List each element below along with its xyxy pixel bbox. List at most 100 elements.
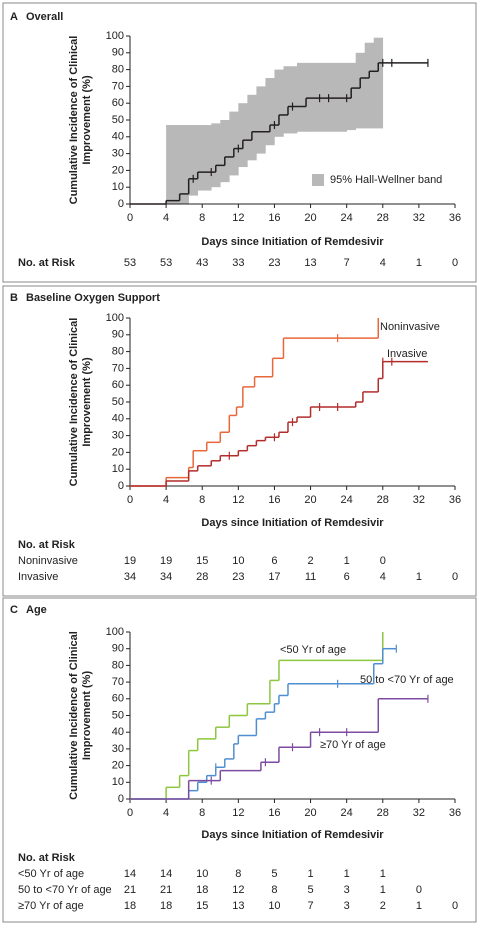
at-risk-count: 18 xyxy=(196,884,208,896)
y-tick-label: 40 xyxy=(112,413,124,425)
at-risk-count: 11 xyxy=(305,571,316,583)
series-label: Noninvasive xyxy=(380,321,440,333)
y-tick-label: 20 xyxy=(112,164,124,176)
x-tick-label: 0 xyxy=(127,212,133,224)
y-tick-label: 0 xyxy=(118,480,124,492)
at-risk-count: 53 xyxy=(124,257,136,269)
y-tick-label: 100 xyxy=(106,312,124,324)
at-risk-row-label: ≥70 Yr of age xyxy=(18,900,84,912)
at-risk-count: 15 xyxy=(196,900,208,912)
y-axis-title: Cumulative Incidence of Clinical xyxy=(68,318,80,487)
at-risk-count: 7 xyxy=(344,257,350,269)
x-tick-label: 8 xyxy=(199,212,205,224)
at-risk-row-label: 50 to <70 Yr of age xyxy=(18,884,112,896)
y-tick-label: 80 xyxy=(112,64,124,76)
y-tick-label: 20 xyxy=(112,446,124,458)
x-tick-label: 4 xyxy=(163,807,169,819)
confidence-band xyxy=(197,125,212,191)
at-risk-count: 4 xyxy=(380,571,386,583)
at-risk-count: 21 xyxy=(160,884,172,896)
y-tick-label: 30 xyxy=(112,148,124,160)
confidence-band xyxy=(283,66,298,134)
y-tick-label: 60 xyxy=(112,379,124,391)
at-risk-count: 0 xyxy=(452,571,458,583)
panel-title: Age xyxy=(26,604,47,616)
y-axis-title: Cumulative Incidence of Clinical xyxy=(68,631,80,800)
x-tick-label: 28 xyxy=(377,212,389,224)
confidence-band xyxy=(265,78,275,146)
y-tick-label: 70 xyxy=(112,676,124,688)
confidence-band xyxy=(373,37,384,129)
x-tick-label: 24 xyxy=(341,494,353,506)
y-tick-label: 30 xyxy=(112,430,124,442)
y-tick-label: 50 xyxy=(112,709,124,721)
y-tick-label: 100 xyxy=(106,626,124,638)
at-risk-count: 17 xyxy=(268,571,280,583)
at-risk-count: 0 xyxy=(452,257,458,269)
x-tick-label: 20 xyxy=(304,807,316,819)
at-risk-row-label: <50 Yr of age xyxy=(18,868,84,880)
x-axis-title: Days since Initiation of Remdesivir xyxy=(201,829,384,841)
at-risk-count: 33 xyxy=(232,257,244,269)
x-tick-label: 4 xyxy=(163,494,169,506)
confidence-band xyxy=(297,62,311,132)
at-risk-count: 3 xyxy=(344,900,350,912)
panel-border xyxy=(2,2,477,283)
x-tick-label: 20 xyxy=(304,212,316,224)
at-risk-title: No. at Risk xyxy=(18,539,76,551)
y-tick-label: 70 xyxy=(112,80,124,92)
at-risk-count: 0 xyxy=(452,900,458,912)
at-risk-count: 23 xyxy=(268,257,280,269)
y-tick-label: 100 xyxy=(106,30,124,42)
x-axis-title: Days since Initiation of Remdesivir xyxy=(201,517,384,529)
at-risk-count: 1 xyxy=(344,868,350,880)
y-tick-label: 30 xyxy=(112,743,124,755)
at-risk-count: 15 xyxy=(196,555,208,567)
at-risk-count: 13 xyxy=(304,257,316,269)
x-tick-label: 0 xyxy=(127,494,133,506)
at-risk-count: 1 xyxy=(307,868,313,880)
y-tick-label: 80 xyxy=(112,346,124,358)
y-tick-label: 60 xyxy=(112,693,124,705)
x-tick-label: 32 xyxy=(413,212,425,224)
at-risk-count: 14 xyxy=(124,868,136,880)
x-tick-label: 8 xyxy=(199,494,205,506)
x-tick-label: 36 xyxy=(449,494,461,506)
x-tick-label: 24 xyxy=(341,807,353,819)
at-risk-count: 8 xyxy=(271,884,277,896)
confidence-band xyxy=(238,103,248,168)
x-tick-label: 36 xyxy=(449,212,461,224)
confidence-band xyxy=(166,125,189,204)
y-tick-label: 60 xyxy=(112,97,124,109)
confidence-band xyxy=(274,69,284,137)
series-label: ≥70 Yr of age xyxy=(320,739,386,751)
x-tick-label: 32 xyxy=(413,494,425,506)
at-risk-count: 10 xyxy=(268,900,280,912)
x-axis-title: Days since Initiation of Remdesivir xyxy=(201,236,384,248)
x-tick-label: 0 xyxy=(127,807,133,819)
y-tick-label: 10 xyxy=(112,181,124,193)
at-risk-count: 1 xyxy=(380,884,386,896)
at-risk-count: 1 xyxy=(416,900,422,912)
at-risk-count: 12 xyxy=(232,884,244,896)
at-risk-count: 19 xyxy=(124,555,136,567)
series-label: Invasive xyxy=(387,348,427,360)
x-tick-label: 28 xyxy=(377,494,389,506)
at-risk-count: 21 xyxy=(124,884,136,896)
at-risk-count: 6 xyxy=(271,555,277,567)
confidence-band xyxy=(256,86,266,154)
panel-label: B xyxy=(10,292,18,304)
y-tick-label: 50 xyxy=(112,396,124,408)
x-tick-label: 12 xyxy=(232,212,244,224)
panel-border xyxy=(2,285,477,597)
y-tick-label: 90 xyxy=(112,47,124,59)
x-tick-label: 16 xyxy=(268,212,280,224)
at-risk-count: 19 xyxy=(160,555,172,567)
at-risk-count: 14 xyxy=(160,868,172,880)
at-risk-row-label: Noninvasive xyxy=(18,555,78,567)
confidence-band xyxy=(364,42,375,129)
at-risk-count: 34 xyxy=(160,571,172,583)
series-label: 50 to <70 Yr of age xyxy=(360,674,454,686)
confidence-band xyxy=(188,125,199,196)
